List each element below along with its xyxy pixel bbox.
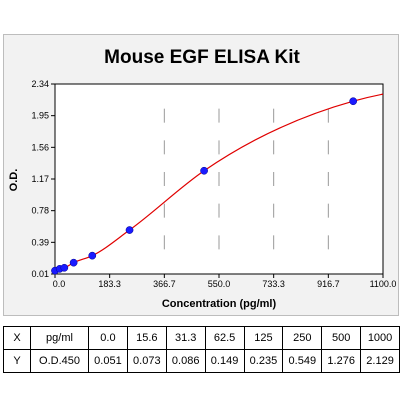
data-point [88,251,97,260]
table-cell: 0.549 [282,349,323,373]
x-tick-label: 1100.0 [370,279,397,289]
y-tick-label: 0.01 [31,269,49,279]
table-cell: O.D.450 [30,349,89,373]
table-cell: 0.235 [243,349,284,373]
y-axis-title: O.D. [8,169,20,192]
data-point [200,166,208,175]
x-tick-label: 0.0 [53,279,66,289]
data-point [69,258,78,267]
table-cell: 1000 [360,326,400,350]
table-row: Y O.D.450 0.051 0.073 0.086 0.149 0.235 0.549 1.… [3,349,400,373]
data-points [51,97,358,275]
y-tick-label: 0.78 [31,206,49,216]
y-axis: 0.01 0.39 0.78 1.17 1.56 1.95 2.34 [31,79,55,279]
table-cell: 0.0 [88,326,128,350]
table-cell: 500 [321,326,362,350]
chart-title: Mouse EGF ELISA Kit [104,47,300,68]
x-tick-label: 733.3 [262,279,285,289]
x-tick-label: 183.3 [98,279,121,289]
table-cell: 0.086 [165,349,206,373]
x-tick-label: 366.7 [153,279,176,289]
table-cell: 0.073 [126,349,167,373]
chart-svg: Mouse EGF ELISA Kit 0.0 183.3 366.7 550.0 73… [8,47,397,310]
data-point [125,226,134,234]
x-axis: 0.0 183.3 366.7 550.0 733.3 916.7 1100.0 [53,274,397,289]
y-tick-label: 1.17 [31,174,49,184]
gridlines [163,108,329,250]
table-cell: 1.276 [321,349,362,373]
table-cell: pg/ml [30,326,89,350]
row-header-cell: X [3,326,31,350]
x-axis-title: Concentration (pg/ml) [162,298,277,310]
y-tick-label: 1.95 [31,111,49,121]
x-tick-label: 916.7 [317,279,340,289]
x-tick-label: 550.0 [208,279,231,289]
row-header-cell: Y [3,349,31,373]
data-point [60,263,69,272]
table-cell: 250 [282,326,323,350]
y-tick-label: 1.56 [31,142,49,152]
table-cell: 31.3 [165,326,206,350]
y-tick-label: 2.34 [31,79,49,89]
data-point [349,97,358,106]
table-cell: 0.051 [88,349,128,373]
table-cell: 62.5 [204,326,245,350]
table-cell: 125 [243,326,284,350]
y-tick-label: 0.39 [31,237,49,247]
table-cell: 15.6 [126,326,167,350]
table-cell: 2.129 [360,349,400,373]
table-cell: 0.149 [204,349,245,373]
